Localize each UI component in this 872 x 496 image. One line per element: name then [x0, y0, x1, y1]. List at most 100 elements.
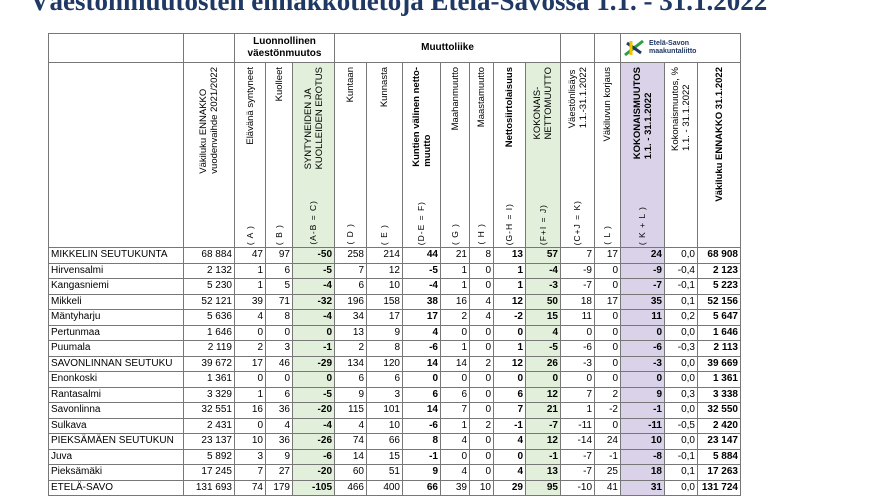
data-row: Puumala 2 119 2 3 -1 2 8 -6 1 0 1 -5 -6 0 -6 -0,3 2 113 — [48, 340, 741, 357]
cell: -0,4 — [664, 262, 698, 279]
header-line: Väkiluku ENNAKKO — [198, 88, 209, 174]
cell: 0 — [493, 371, 526, 388]
cell: 5 636 — [183, 309, 235, 326]
cell: 14 — [334, 448, 367, 465]
header-box: Kokonaismuutos, % 1.1. - 31.1.2022 — [666, 67, 697, 245]
cell: 38 — [402, 293, 441, 310]
cell: -5 — [525, 340, 561, 357]
cell: 41 — [594, 479, 621, 496]
cell: 7 — [560, 386, 595, 403]
header-label: Maahanmuutto — [450, 67, 461, 130]
cell: -20 — [292, 402, 335, 419]
cell: 4 — [334, 417, 367, 434]
cell: 57 — [525, 247, 561, 264]
logo: Etelä-Savon maakuntaliitto — [623, 39, 738, 57]
cell: 2 132 — [183, 262, 235, 279]
header-line: Kuntien välinen netto- — [410, 67, 422, 167]
cell: 11 — [560, 309, 595, 326]
cell: 8 — [402, 433, 441, 450]
cell: 4 — [493, 464, 526, 481]
cell: 1 361 — [183, 371, 235, 388]
data-row: Hirvensalmi 2 132 1 6 -5 7 12 -5 1 0 1 -4 -9 0 -9 -0,4 2… — [48, 262, 741, 279]
column-header: Maastamuutto ( H ) — [469, 62, 494, 248]
population-table: Luonnollinen väestönmuutos Muuttoliike Etel… — [48, 33, 741, 496]
cell: 158 — [366, 293, 403, 310]
cell: 31 — [620, 479, 665, 496]
logo-line: Etelä-Savon — [649, 40, 690, 47]
empty-cell — [594, 33, 621, 63]
cell: 74 — [234, 479, 266, 496]
cell: 7 — [234, 464, 266, 481]
cell: 179 — [265, 479, 293, 496]
cell: -8 — [620, 448, 665, 465]
cell: 6 — [493, 386, 526, 403]
cell: -29 — [292, 355, 335, 372]
header-formula: (A-B = C) — [308, 200, 318, 245]
cell: 0,2 — [664, 309, 698, 326]
header-line: KUOLLEIDEN EROTUS — [313, 67, 325, 170]
header-label: Väkiluvun korjaus — [602, 67, 613, 141]
cell: 21 — [440, 247, 470, 264]
column-header: Väkiluku ENNAKKO 31.1.2022 — [697, 62, 741, 248]
cell: -5 — [402, 262, 441, 279]
cell: 6 — [334, 278, 367, 295]
cell: 17 263 — [697, 464, 741, 481]
cell: 5 — [265, 278, 293, 295]
column-header: Kuntien välinen netto-muutto (D-E = F) — [402, 62, 441, 248]
cell: 0 — [440, 324, 470, 341]
header-line: Väkiluvun korjaus — [602, 67, 613, 142]
header-line: KOKONAISMUUTOS — [631, 67, 643, 160]
cell: -5 — [292, 386, 335, 403]
cell: -7 — [560, 464, 595, 481]
header-line: muutto — [421, 134, 433, 167]
cell: 1 — [493, 262, 526, 279]
cell: 17 — [594, 293, 621, 310]
header-line: Väestönlisäys — [566, 69, 578, 129]
header-line: Väkiluku ENNAKKO 31.1.2022 — [713, 67, 725, 202]
cell: -4 — [292, 417, 335, 434]
cell: 4 — [525, 324, 561, 341]
header-box: Nettosiirtolaisuus (G-H = I) — [495, 67, 525, 245]
header-box: Elävänä syntyneet ( A ) — [236, 67, 265, 245]
header-formula: ( D ) — [345, 223, 355, 245]
cell: 12 — [366, 262, 403, 279]
cell: -1 — [292, 340, 335, 357]
header-line: Maastamuutto — [476, 67, 487, 128]
cell: 7 — [440, 402, 470, 419]
cell: 0 — [234, 417, 266, 434]
cell: 2 — [440, 309, 470, 326]
cell: 1 646 — [697, 324, 741, 341]
cell: -6 — [292, 448, 335, 465]
cell: 7 — [560, 247, 595, 264]
column-header: KOKONAIS- NETTOMUUTTO (F+I = J) — [525, 62, 561, 248]
cell: 4 — [440, 464, 470, 481]
header-line: SYNTYNEIDEN JA — [302, 88, 314, 170]
cell: 18 — [620, 464, 665, 481]
cell: 9 — [620, 386, 665, 403]
cell: 0 — [594, 278, 621, 295]
header-label: Väkiluku ENNAKKO 31.1.2022 — [714, 67, 725, 202]
cell: 0 — [265, 324, 293, 341]
cell: 2 — [594, 386, 621, 403]
cell: -4 — [292, 278, 335, 295]
cell: 16 — [440, 293, 470, 310]
header-formula: ( H ) — [476, 223, 486, 245]
cell: -7 — [620, 278, 665, 295]
logo-line: maakuntaliitto — [649, 48, 697, 55]
cell: 0 — [469, 371, 494, 388]
column-header: Väestönlisäys 1.1.-31.1.2022 (C+J = K) — [560, 62, 595, 248]
cell: 13 — [493, 247, 526, 264]
cell: 0 — [594, 309, 621, 326]
cell: 66 — [366, 433, 403, 450]
cell: 1 — [493, 278, 526, 295]
cell: 6 — [334, 371, 367, 388]
row-name: Sulkava — [48, 417, 184, 434]
cell: 1 — [440, 340, 470, 357]
header-box: Väkiluku ENNAKKO vuodenvaihde 2021/2022 — [185, 67, 234, 245]
data-row: MIKKELIN SEUTUKUNTA 68 884 47 97 -50 258 214 44… — [48, 247, 741, 264]
cell: 50 — [525, 293, 561, 310]
header-label: Kunnasta — [379, 67, 390, 107]
group-label: väestönmuutos — [247, 48, 322, 59]
cell: 0 — [620, 371, 665, 388]
header-label: Kuntien välinen netto-muutto — [411, 67, 433, 167]
